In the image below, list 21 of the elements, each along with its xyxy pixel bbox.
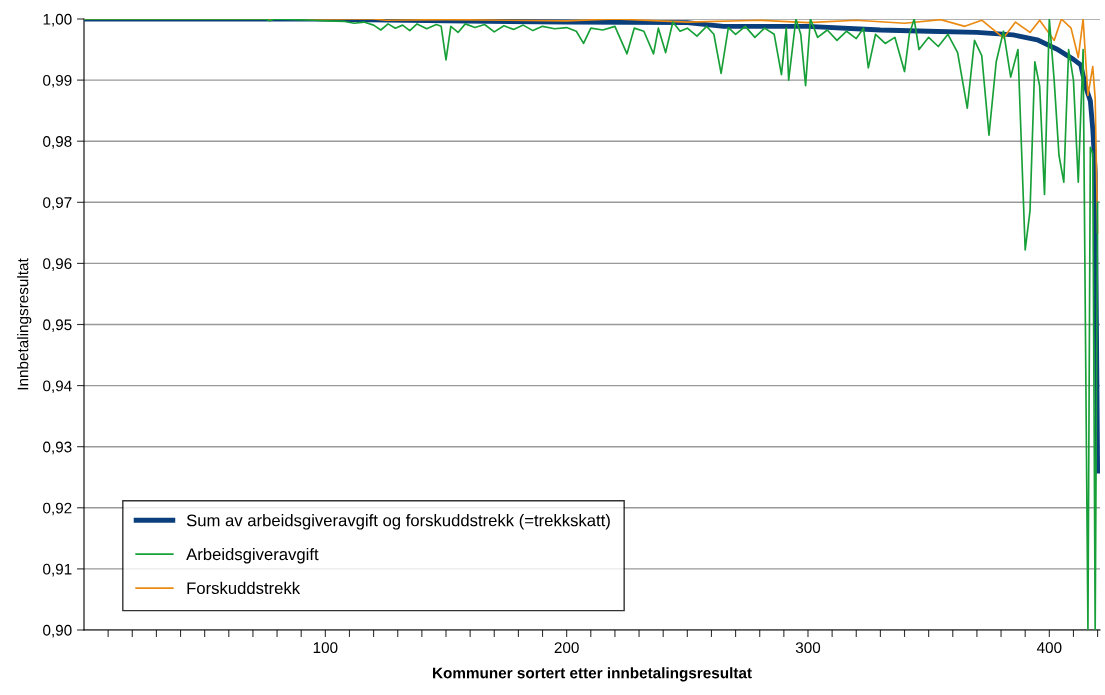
x-axis-title: Kommuner sortert etter innbetalingsresultat [433, 667, 752, 682]
x-tick-label: 100 [313, 642, 338, 654]
legend-label: Sum av arbeidsgiveravgift og forskuddstrekk (=trekkskatt) [186, 514, 610, 530]
legend-label: Arbeidsgiveravgift [186, 547, 319, 564]
y-tick-label: 0,90 [43, 624, 72, 638]
x-tick-label: 200 [554, 642, 579, 654]
y-tick-label: 1,00 [43, 13, 72, 27]
y-tick-label: 0,91 [43, 563, 72, 577]
y-tick-label: 0,99 [43, 74, 72, 88]
y-tick-label: 0,97 [43, 197, 72, 210]
x-tick-label: 300 [795, 642, 821, 654]
x-tick-label: 400 [1036, 642, 1062, 654]
y-tick-label: 0,98 [43, 136, 72, 149]
y-tick-label: 0,93 [43, 441, 72, 455]
y-tick-label: 0,94 [43, 380, 72, 394]
y-tick-label: 0,95 [43, 319, 72, 332]
y-tick-label: 0,96 [43, 258, 72, 271]
line-series [84, 19, 1099, 630]
y-tick-label: 0,92 [43, 502, 72, 516]
y-axis-title: Innbetalingsresultat [17, 258, 32, 390]
legend-label: Forskuddstrekk [187, 581, 301, 595]
